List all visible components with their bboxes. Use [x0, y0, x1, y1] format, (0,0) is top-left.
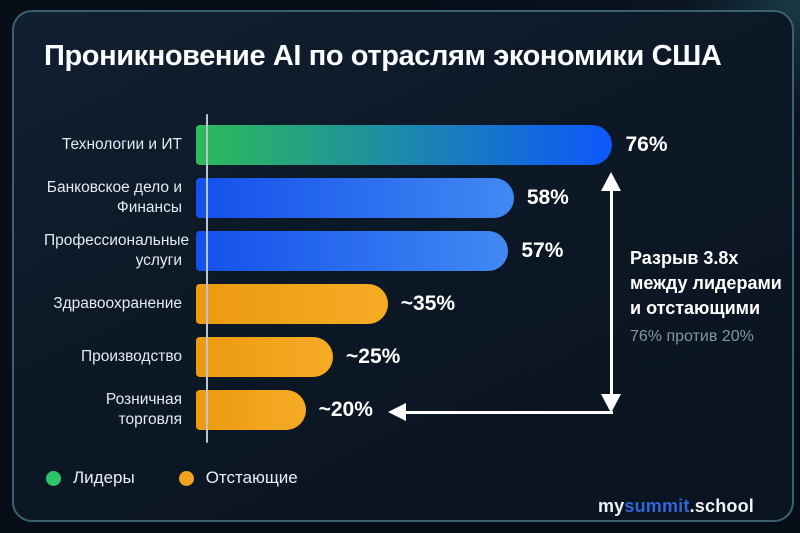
legend-item-leaders: Лидеры — [46, 468, 135, 488]
brand-prefix: my — [597, 496, 625, 516]
chart-row: Банковское дело и Финансы 58% — [44, 171, 744, 224]
annotation-line: между лидерами — [630, 273, 782, 293]
bar-chart: Технологии и ИТ 76% Банковское дело и Фина… — [44, 114, 744, 443]
category-label: Производство — [80, 347, 182, 365]
chart-row: Розничная торговля ~20% — [44, 383, 744, 436]
brand-suffix: .school — [689, 496, 754, 516]
laggards-dot-icon — [178, 470, 194, 486]
bar-track: 58% — [194, 177, 744, 218]
value-label: 57% — [521, 238, 564, 262]
value-label: ~20% — [318, 397, 373, 421]
annotation-subtext: 76% против 20% — [630, 328, 754, 345]
bar-track: ~25% — [194, 336, 744, 377]
chart-row: Производство ~25% — [44, 330, 744, 383]
category-label: Банковское дело и Финансы — [46, 178, 182, 216]
category-label: Розничная торговля — [105, 390, 182, 428]
brand-highlight: summit — [624, 496, 690, 516]
annotation-line: и отстающими — [630, 298, 761, 318]
legend: Лидеры Отстающие — [46, 468, 298, 488]
annotation-line: Разрыв 3.8x — [630, 248, 739, 268]
chart-row: Профессиональные услуги 57% — [44, 224, 744, 277]
bar-track: 57% — [194, 230, 744, 271]
legend-label: Отстающие — [205, 468, 298, 487]
category-label: Профессиональные услуги — [44, 231, 190, 269]
bar-track: ~35% — [194, 283, 744, 324]
bar-track: 76% — [194, 124, 744, 165]
y-axis-line — [206, 114, 208, 443]
leaders-dot-icon — [46, 470, 61, 486]
value-label: ~25% — [346, 344, 401, 368]
arrow-horizontal-line — [405, 411, 613, 414]
legend-label: Лидеры — [73, 468, 135, 487]
chart-title: Проникновение AI по отраслям экономики С… — [44, 40, 722, 72]
bar-blue — [196, 177, 514, 218]
value-label: 58% — [526, 185, 569, 209]
bar-blue — [196, 230, 509, 271]
category-label: Здравоохранение — [53, 294, 182, 312]
chart-rows: Технологии и ИТ 76% Банковское дело и Фина… — [44, 118, 744, 436]
bar-laggard — [196, 389, 306, 430]
arrow-left-icon — [388, 403, 406, 421]
arrow-down-icon — [601, 394, 621, 413]
legend-item-laggards: Отстающие — [178, 468, 298, 488]
arrow-up-icon — [601, 172, 621, 191]
bar-laggard — [196, 283, 388, 324]
value-label: ~35% — [400, 291, 456, 315]
bar-laggard — [196, 336, 333, 377]
value-label: 76% — [625, 132, 668, 156]
gap-annotation: Разрыв 3.8x между лидерами и отстающими … — [630, 246, 790, 346]
bar-leader — [196, 124, 613, 165]
bar-track: ~20% — [194, 389, 744, 430]
brand-logo: mysummit.school — [598, 496, 754, 517]
chart-row: Технологии и ИТ 76% — [44, 118, 744, 171]
arrow-vertical-line — [610, 189, 613, 396]
category-label: Технологии и ИТ — [61, 135, 182, 153]
chart-row: Здравоохранение ~35% — [44, 277, 744, 330]
